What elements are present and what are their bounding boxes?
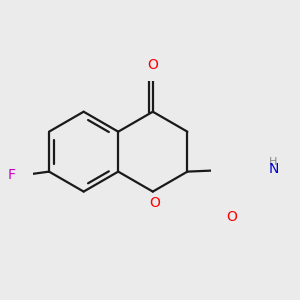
Text: O: O [147,58,158,72]
Text: F: F [8,168,16,182]
Text: O: O [226,210,237,224]
Text: N: N [269,162,279,176]
Text: O: O [149,196,160,210]
Text: H: H [269,157,278,167]
